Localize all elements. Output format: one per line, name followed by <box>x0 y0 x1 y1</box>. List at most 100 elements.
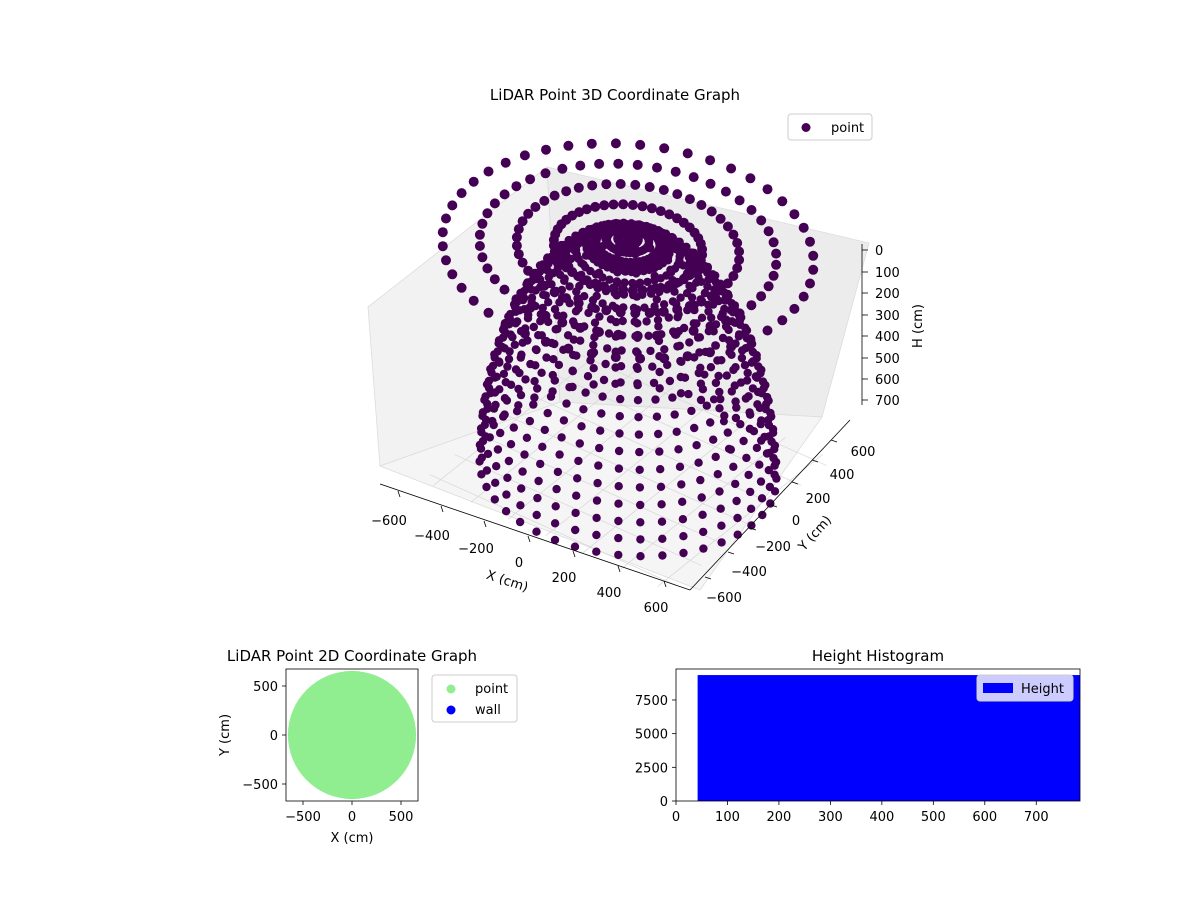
data-point <box>614 516 623 526</box>
histogram-legend: Height <box>976 674 1074 702</box>
data-point <box>477 218 488 229</box>
data-point <box>696 395 706 405</box>
y-tick-label: 7500 <box>635 694 668 709</box>
data-point <box>684 301 695 311</box>
data-point <box>729 462 738 471</box>
y-tick-label: 400 <box>830 468 855 483</box>
data-point <box>506 440 516 449</box>
data-point <box>543 266 552 275</box>
data-point <box>648 362 657 371</box>
data-point <box>736 420 745 429</box>
data-point <box>474 229 485 240</box>
data-point <box>650 302 659 311</box>
data-point <box>592 513 601 523</box>
data-point <box>506 380 516 389</box>
data-point <box>559 416 569 425</box>
data-point <box>643 277 652 287</box>
data-point <box>730 318 740 327</box>
data-point <box>599 200 610 211</box>
data-point <box>706 206 717 217</box>
data-point <box>751 372 760 381</box>
data-point <box>616 378 625 387</box>
data-point <box>732 496 741 506</box>
data-point <box>714 371 723 381</box>
data-point <box>537 368 546 377</box>
data-point <box>506 330 515 339</box>
data-point <box>518 467 527 476</box>
data-point <box>705 274 714 284</box>
data-point <box>604 329 614 338</box>
data-point <box>493 347 502 356</box>
data-point <box>655 447 664 456</box>
data-point <box>722 278 733 289</box>
data-point <box>590 318 600 327</box>
data-point <box>739 436 748 446</box>
data-point <box>715 285 726 296</box>
data-point <box>627 285 638 296</box>
data-point <box>468 295 479 306</box>
data-point <box>671 244 680 254</box>
data-point <box>730 381 739 390</box>
data-point <box>618 199 629 210</box>
legend-3d-box <box>787 113 873 141</box>
data-point <box>610 352 621 363</box>
data-point <box>441 255 451 266</box>
data-point <box>659 300 669 309</box>
data-point <box>722 221 733 232</box>
data-point <box>594 461 603 470</box>
data-point <box>756 215 767 226</box>
data-point <box>588 296 598 305</box>
data-point <box>713 470 722 479</box>
data-point <box>571 508 580 518</box>
data-point <box>614 482 623 491</box>
data-point <box>486 388 495 398</box>
data-point <box>757 494 767 503</box>
legend-3d: point <box>787 113 873 141</box>
data-point <box>679 548 688 558</box>
data-point <box>482 482 491 492</box>
data-point <box>763 281 774 292</box>
data-point <box>513 224 524 235</box>
data-point <box>612 277 622 286</box>
data-point <box>717 521 726 530</box>
data-point <box>636 552 645 561</box>
data-point <box>526 285 535 294</box>
data-point <box>744 342 754 352</box>
data-point <box>690 423 699 433</box>
data-point <box>531 345 541 354</box>
data-point <box>658 551 667 560</box>
data-point <box>615 412 624 421</box>
x-tick-label: 0 <box>672 810 680 825</box>
data-point <box>597 409 606 418</box>
z-tick-label: 100 <box>875 266 900 281</box>
data-point <box>489 198 500 209</box>
data-point <box>511 294 522 305</box>
data-point <box>499 189 510 200</box>
data-point <box>633 379 642 388</box>
data-point <box>581 275 592 286</box>
data-point <box>677 480 686 489</box>
histogram-legend-box <box>976 674 1074 702</box>
data-point <box>744 470 753 480</box>
z-tick-label: 0 <box>875 244 883 259</box>
data-point <box>675 252 684 261</box>
data-point <box>762 325 773 336</box>
x-tick-label: 100 <box>715 810 740 825</box>
data-point <box>562 399 571 408</box>
data-point <box>720 186 731 197</box>
data-point <box>652 295 661 304</box>
data-point <box>530 377 539 386</box>
data-point <box>746 205 757 215</box>
points-3d <box>437 138 819 561</box>
grid-line <box>582 420 749 554</box>
data-point <box>672 304 683 315</box>
data-point <box>706 291 717 302</box>
data-point <box>746 300 757 311</box>
data-point <box>668 393 677 402</box>
data-point <box>587 302 598 313</box>
data-point <box>517 257 528 268</box>
data-point <box>684 389 693 399</box>
data-point <box>729 365 738 375</box>
data-point <box>501 507 511 516</box>
data-point <box>687 293 697 302</box>
